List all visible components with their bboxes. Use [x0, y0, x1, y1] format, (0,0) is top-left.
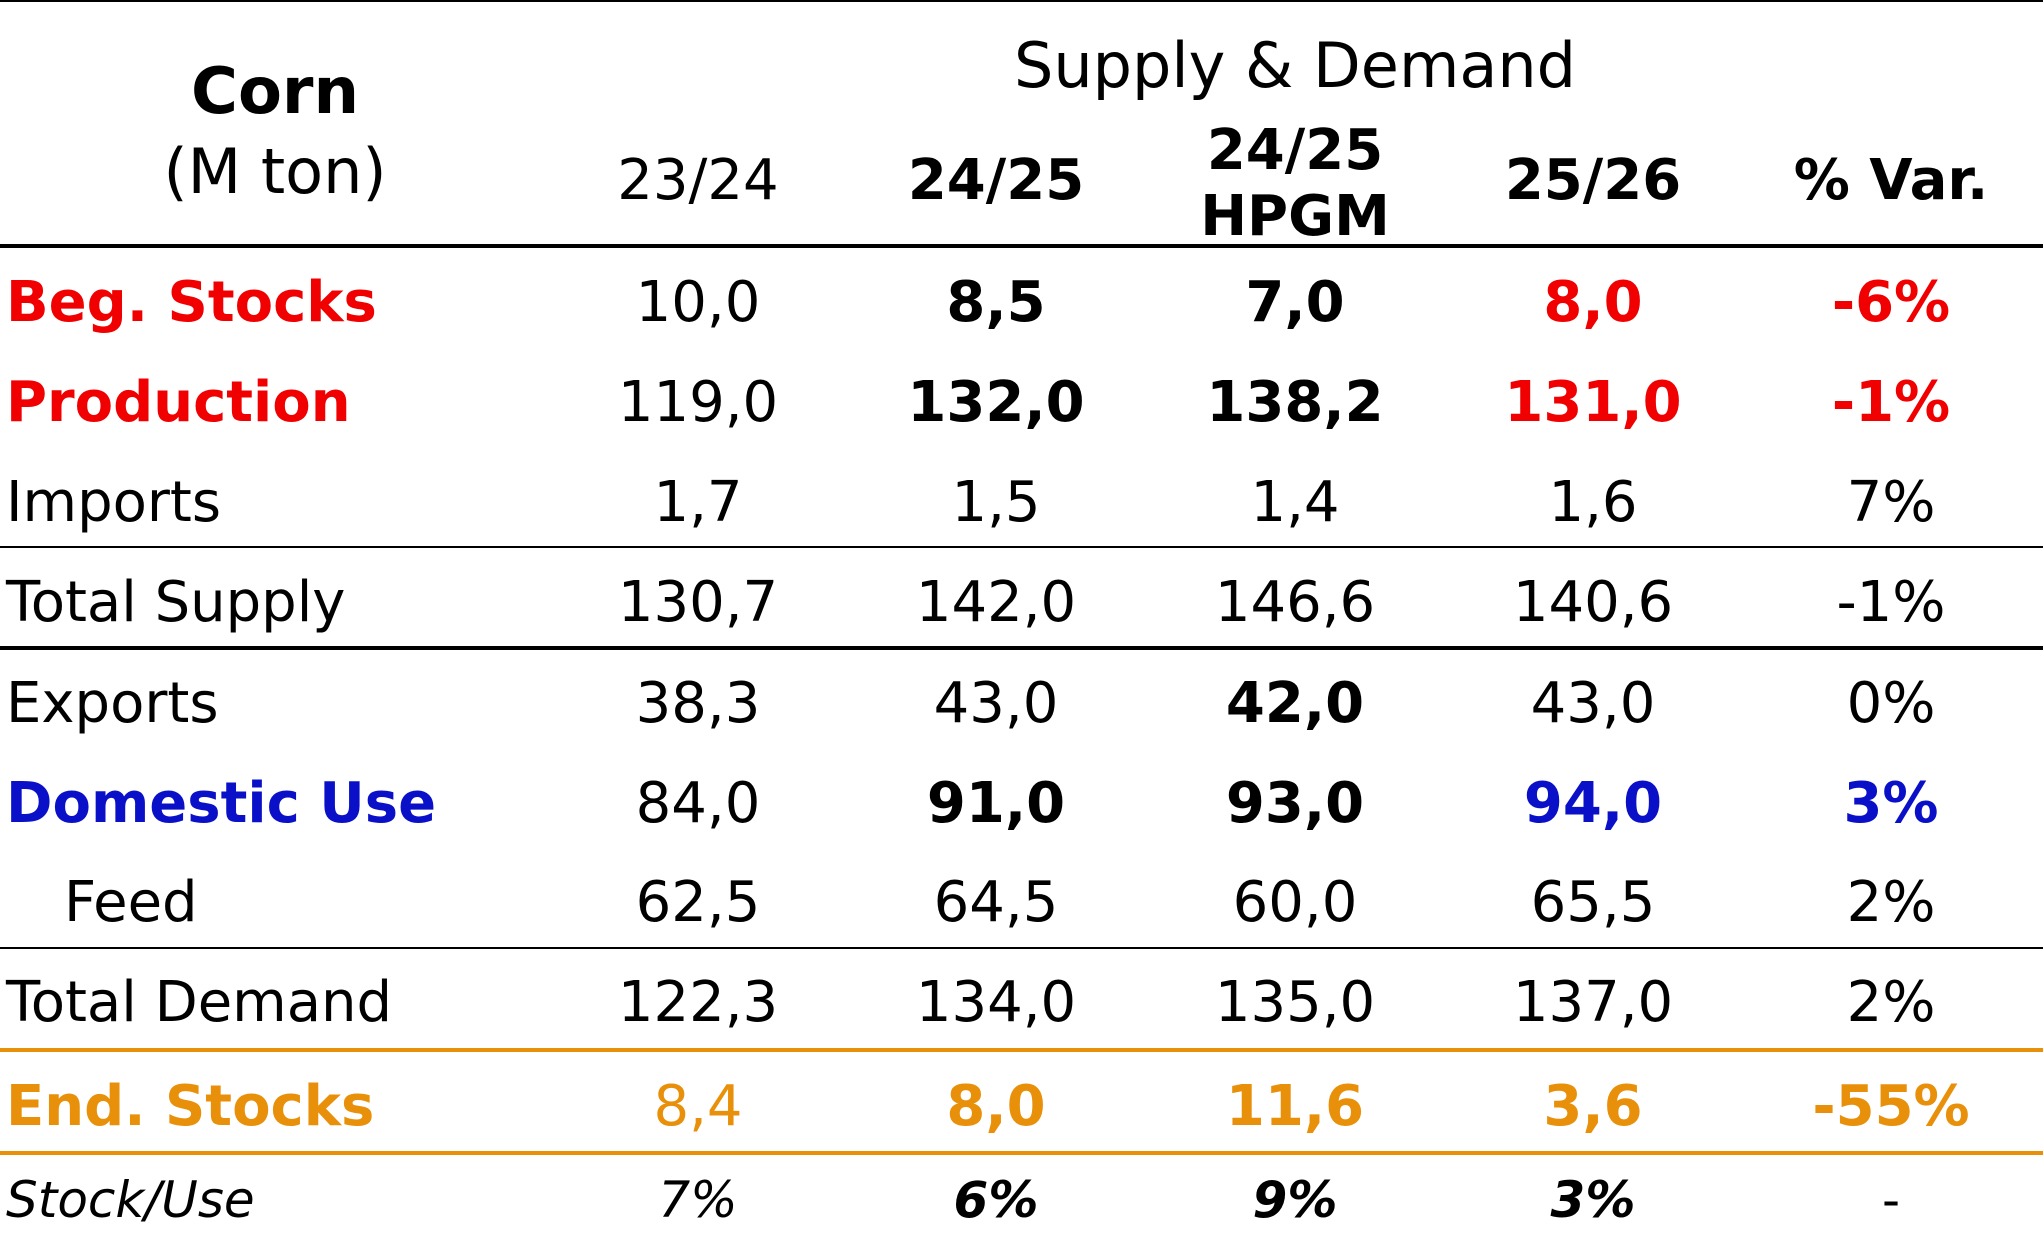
cell-2526: 137,0: [1512, 970, 1674, 1035]
row-label: Exports: [6, 671, 219, 736]
table-row-imports: Imports 1,7 1,5 1,4 1,6 7%: [0, 453, 2043, 553]
cell-2324: 119,0: [617, 370, 779, 435]
table-row-exports: Exports 38,3 43,0 42,0 43,0 0%: [0, 654, 2043, 754]
cell-var: 2%: [1846, 970, 1936, 1035]
cell-hpgm: 42,0: [1225, 671, 1365, 736]
row-label: Production: [6, 370, 351, 435]
cell-2324: 62,5: [635, 870, 761, 935]
cell-2425: 6%: [953, 1171, 1039, 1229]
cell-2526: 140,6: [1512, 570, 1674, 635]
cell-hpgm: 146,6: [1214, 570, 1376, 635]
top-border: [0, 0, 2043, 2]
header-divider: [0, 244, 2043, 248]
commodity-title: Corn: [190, 55, 360, 129]
cell-var: 3%: [1843, 771, 1939, 836]
row-label: Domestic Use: [6, 771, 437, 836]
cell-2425: 64,5: [933, 870, 1059, 935]
cell-hpgm: 135,0: [1214, 970, 1376, 1035]
col-header-hpgm: HPGM: [1200, 184, 1390, 249]
table-row-beg-stocks: Beg. Stocks 10,0 8,5 7,0 8,0 -6%: [0, 253, 2043, 353]
cell-2526: 3,6: [1543, 1074, 1643, 1139]
cell-2324: 8,4: [653, 1074, 743, 1139]
cell-hpgm: 9%: [1252, 1171, 1338, 1229]
cell-var: -55%: [1812, 1074, 1970, 1139]
col-header-2425-hpgm-year: 24/25: [1206, 118, 1384, 183]
cell-var: -1%: [1836, 570, 1946, 635]
cell-2324: 7%: [658, 1171, 738, 1229]
table-row-feed: Feed 62,5 64,5 60,0 65,5 2%: [0, 853, 2043, 953]
col-header-2324: 23/24: [617, 148, 779, 213]
cell-hpgm: 93,0: [1225, 771, 1365, 836]
cell-2425: 142,0: [915, 570, 1077, 635]
cell-hpgm: 60,0: [1232, 870, 1358, 935]
end-stocks-bottom-divider: [0, 1151, 2043, 1155]
cell-2526: 65,5: [1530, 870, 1656, 935]
cell-hpgm: 7,0: [1245, 270, 1345, 335]
cell-var: -6%: [1831, 270, 1951, 335]
cell-hpgm: 1,4: [1250, 470, 1340, 535]
cell-2324: 38,3: [635, 671, 761, 736]
cell-2425: 8,5: [946, 270, 1046, 335]
cell-var: -: [1881, 1171, 1901, 1229]
row-label: Beg. Stocks: [6, 270, 377, 335]
cell-hpgm: 11,6: [1225, 1074, 1365, 1139]
cell-hpgm: 138,2: [1206, 370, 1384, 435]
table-row-total-demand: Total Demand 122,3 134,0 135,0 137,0 2%: [0, 953, 2043, 1053]
cell-2526: 1,6: [1548, 470, 1638, 535]
end-stocks-top-divider: [0, 1048, 2043, 1052]
cell-2425: 1,5: [951, 470, 1041, 535]
col-header-2425: 24/25: [907, 148, 1085, 213]
cell-2425: 43,0: [933, 671, 1059, 736]
table-row-domestic-use: Domestic Use 84,0 91,0 93,0 94,0 3%: [0, 754, 2043, 854]
section-divider: [0, 646, 2043, 650]
cell-2526: 43,0: [1530, 671, 1656, 736]
unit-label: (M ton): [163, 135, 387, 208]
cell-2324: 84,0: [635, 771, 761, 836]
row-label: Feed: [64, 870, 198, 935]
cell-2526: 3%: [1550, 1171, 1636, 1229]
row-divider: [0, 947, 2043, 949]
cell-2324: 1,7: [653, 470, 743, 535]
col-header-2526: 25/26: [1504, 148, 1682, 213]
col-header-var: % Var.: [1793, 148, 1989, 213]
table-row-total-supply: Total Supply 130,7 142,0 146,6 140,6 -1%: [0, 553, 2043, 653]
row-label: Total Demand: [6, 970, 393, 1035]
cell-2425: 8,0: [946, 1074, 1046, 1139]
cell-2526: 131,0: [1504, 370, 1682, 435]
cell-var: 7%: [1846, 470, 1936, 535]
cell-var: 0%: [1846, 671, 1936, 736]
table-row-stock-use: Stock/Use 7% 6% 9% 3% -: [0, 1150, 2043, 1250]
row-label: End. Stocks: [6, 1074, 375, 1139]
cell-2425: 91,0: [926, 771, 1066, 836]
group-title: Supply & Demand: [1014, 29, 1576, 102]
row-label: Stock/Use: [6, 1171, 255, 1229]
cell-var: 2%: [1846, 870, 1936, 935]
row-divider: [0, 546, 2043, 548]
cell-2324: 130,7: [617, 570, 779, 635]
cell-2425: 132,0: [907, 370, 1085, 435]
cell-2324: 10,0: [635, 270, 761, 335]
row-label: Imports: [6, 470, 222, 535]
cell-2526: 8,0: [1543, 270, 1643, 335]
table-row-production: Production 119,0 132,0 138,2 131,0 -1%: [0, 353, 2043, 453]
table-row-end-stocks: End. Stocks 8,4 8,0 11,6 3,6 -55%: [0, 1057, 2043, 1157]
cell-2425: 134,0: [915, 970, 1077, 1035]
cell-2324: 122,3: [617, 970, 779, 1035]
row-label: Total Supply: [6, 570, 346, 635]
cell-2526: 94,0: [1523, 771, 1663, 836]
cell-var: -1%: [1831, 370, 1951, 435]
